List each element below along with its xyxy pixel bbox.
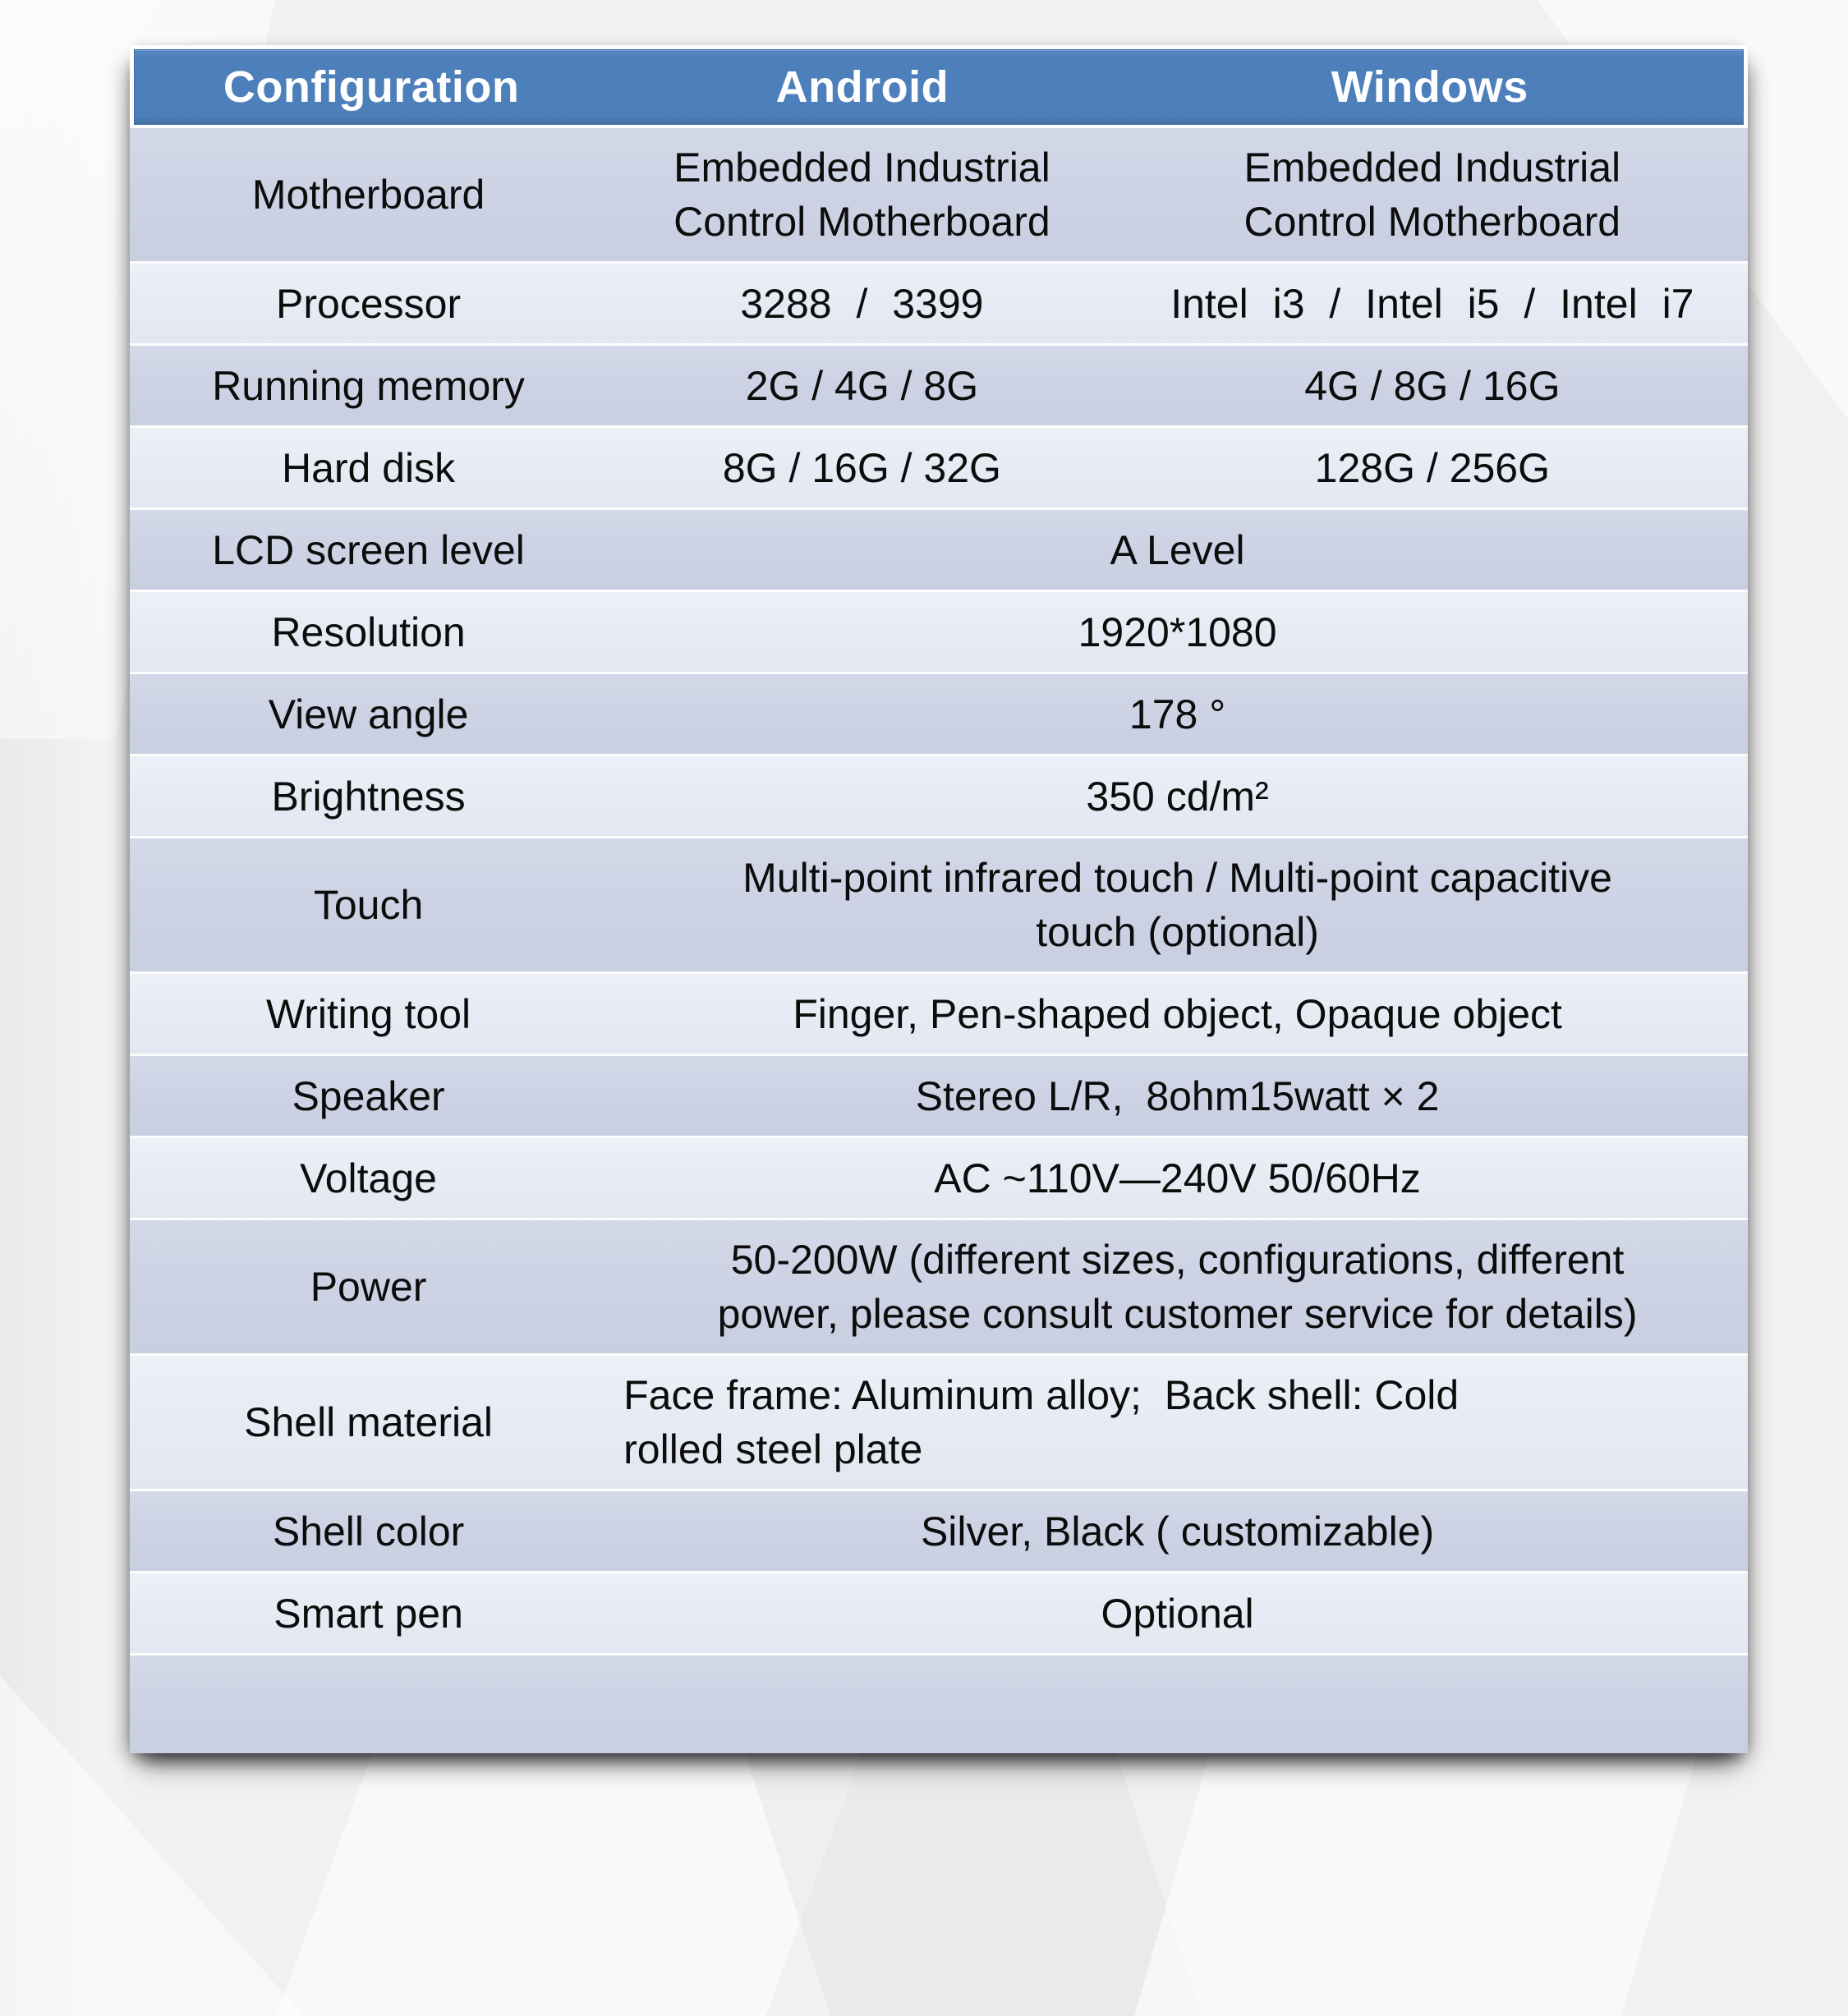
table-row: Resolution 1920*1080 xyxy=(130,592,1748,672)
merged-value: 178 ° xyxy=(607,674,1748,754)
row-label-text: Writing tool xyxy=(265,990,471,1037)
row-label: Hard disk xyxy=(130,428,607,507)
table-row: Processor 3288 / 3399 Intel i3 / Intel i5 … xyxy=(130,264,1748,343)
row-label: Shell color xyxy=(130,1491,607,1571)
android-value: 8G / 16G / 32G xyxy=(607,428,1117,507)
header-windows: Windows xyxy=(1116,49,1744,125)
background-shape xyxy=(0,0,125,2016)
windows-value: 128G / 256G xyxy=(1117,428,1748,507)
table-row: Voltage AC ~110V—240V 50/60Hz xyxy=(130,1138,1748,1218)
merged-value: A Level xyxy=(607,510,1748,590)
row-label: Smart pen xyxy=(130,1573,607,1653)
merged-value: Multi-point infrared touch / Multi-point… xyxy=(607,838,1748,971)
row-label-text: Hard disk xyxy=(281,444,456,491)
row-label-text: Smart pen xyxy=(274,1590,463,1637)
table-row: Shell material Face frame: Aluminum alloy… xyxy=(130,1356,1748,1489)
row-label-text: Speaker xyxy=(292,1072,445,1119)
header-windows-label: Windows xyxy=(1331,62,1529,112)
row-label-text: LCD screen level xyxy=(212,526,525,573)
android-value-text: 8G / 16G / 32G xyxy=(722,444,1001,491)
merged-value-text: Face frame: Aluminum alloy; Back shell: … xyxy=(623,1372,1460,1472)
row-label: Shell material xyxy=(130,1356,607,1489)
merged-value: 50-200W (different sizes, configurations… xyxy=(607,1220,1748,1353)
row-label: Voltage xyxy=(130,1138,607,1218)
table-row: Shell color Silver, Black ( customizable) xyxy=(130,1491,1748,1571)
merged-value-text: 350 cd/m² xyxy=(1086,773,1269,820)
table-row: Writing tool Finger, Pen-shaped object, O… xyxy=(130,974,1748,1054)
table-row: Power 50-200W (different sizes, configura… xyxy=(130,1220,1748,1353)
row-label: Speaker xyxy=(130,1056,607,1136)
row-label-text: Resolution xyxy=(271,608,466,655)
merged-value-text: Multi-point infrared touch / Multi-point… xyxy=(742,855,1612,955)
merged-value: Finger, Pen-shaped object, Opaque object xyxy=(607,974,1748,1054)
row-label-text: Running memory xyxy=(212,362,525,409)
merged-value: Optional xyxy=(607,1573,1748,1653)
windows-value: Embedded Industrial Control Motherboard xyxy=(1117,128,1748,261)
row-label-text: View angle xyxy=(268,691,469,737)
table-header-row: Configuration Android Windows xyxy=(134,49,1744,125)
windows-value-text: 128G / 256G xyxy=(1314,444,1550,491)
merged-value: Stereo L/R, 8ohm15watt × 2 xyxy=(607,1056,1748,1136)
table-row: Smart pen Optional xyxy=(130,1573,1748,1653)
row-label: Resolution xyxy=(130,592,607,672)
merged-value: AC ~110V—240V 50/60Hz xyxy=(607,1138,1748,1218)
row-label-text: Brightness xyxy=(271,773,466,820)
merged-value-text: 178 ° xyxy=(1129,691,1226,737)
windows-value-text: 4G / 8G / 16G xyxy=(1304,362,1561,409)
merged-value: Silver, Black ( customizable) xyxy=(607,1491,1748,1571)
header-configuration-label: Configuration xyxy=(223,62,520,112)
row-label-text: Touch xyxy=(313,882,424,928)
android-value-text: Embedded Industrial Control Motherboard xyxy=(673,145,1050,245)
android-value: 2G / 4G / 8G xyxy=(607,346,1117,425)
android-value-text: 3288 / 3399 xyxy=(740,280,984,327)
merged-value: 1920*1080 xyxy=(607,592,1748,672)
android-value-text: 2G / 4G / 8G xyxy=(745,362,979,409)
row-label: Motherboard xyxy=(130,128,607,261)
merged-value-text: 50-200W (different sizes, configurations… xyxy=(717,1237,1638,1337)
row-label-text: Power xyxy=(310,1264,427,1310)
merged-value-text: A Level xyxy=(1110,526,1245,573)
windows-value: 4G / 8G / 16G xyxy=(1117,346,1748,425)
table-empty-row xyxy=(130,1656,1748,1753)
row-label: Writing tool xyxy=(130,974,607,1054)
header-android: Android xyxy=(609,49,1115,125)
row-label: LCD screen level xyxy=(130,510,607,590)
spec-table: Configuration Android Windows Motherboar… xyxy=(130,45,1748,1753)
table-row: Running memory 2G / 4G / 8G 4G / 8G / 16G xyxy=(130,346,1748,425)
merged-value: Face frame: Aluminum alloy; Back shell: … xyxy=(607,1356,1748,1489)
row-label: View angle xyxy=(130,674,607,754)
row-label: Processor xyxy=(130,264,607,343)
row-label: Touch xyxy=(130,838,607,971)
table-row: Hard disk 8G / 16G / 32G 128G / 256G xyxy=(130,428,1748,507)
table-row: LCD screen level A Level xyxy=(130,510,1748,590)
android-value: 3288 / 3399 xyxy=(607,264,1117,343)
table-row: Touch Multi-point infrared touch / Multi-… xyxy=(130,838,1748,971)
row-label-text: Processor xyxy=(276,280,462,327)
merged-value-text: AC ~110V—240V 50/60Hz xyxy=(934,1155,1421,1201)
row-label-text: Motherboard xyxy=(251,172,485,218)
merged-value-text: Finger, Pen-shaped object, Opaque object xyxy=(793,990,1562,1037)
merged-value-text: Silver, Black ( customizable) xyxy=(920,1508,1435,1554)
windows-value: Intel i3 / Intel i5 / Intel i7 xyxy=(1117,264,1748,343)
windows-value-text: Embedded Industrial Control Motherboard xyxy=(1243,145,1621,245)
table-row: Speaker Stereo L/R, 8ohm15watt × 2 xyxy=(130,1056,1748,1136)
row-label-text: Shell material xyxy=(244,1399,494,1445)
header-android-label: Android xyxy=(775,62,949,112)
merged-value-text: Stereo L/R, 8ohm15watt × 2 xyxy=(915,1072,1440,1119)
row-label-text: Shell color xyxy=(272,1508,465,1554)
table-row: Brightness 350 cd/m² xyxy=(130,756,1748,836)
row-label: Running memory xyxy=(130,346,607,425)
android-value: Embedded Industrial Control Motherboard xyxy=(607,128,1117,261)
merged-value: 350 cd/m² xyxy=(607,756,1748,836)
table-row: View angle 178 ° xyxy=(130,674,1748,754)
header-configuration: Configuration xyxy=(134,49,609,125)
windows-value-text: Intel i3 / Intel i5 / Intel i7 xyxy=(1170,280,1694,327)
table-row: Motherboard Embedded Industrial Control Mo… xyxy=(130,128,1748,261)
merged-value-text: 1920*1080 xyxy=(1078,608,1277,655)
row-label: Power xyxy=(130,1220,607,1353)
row-label: Brightness xyxy=(130,756,607,836)
row-label-text: Voltage xyxy=(300,1155,437,1201)
merged-value-text: Optional xyxy=(1101,1590,1254,1637)
